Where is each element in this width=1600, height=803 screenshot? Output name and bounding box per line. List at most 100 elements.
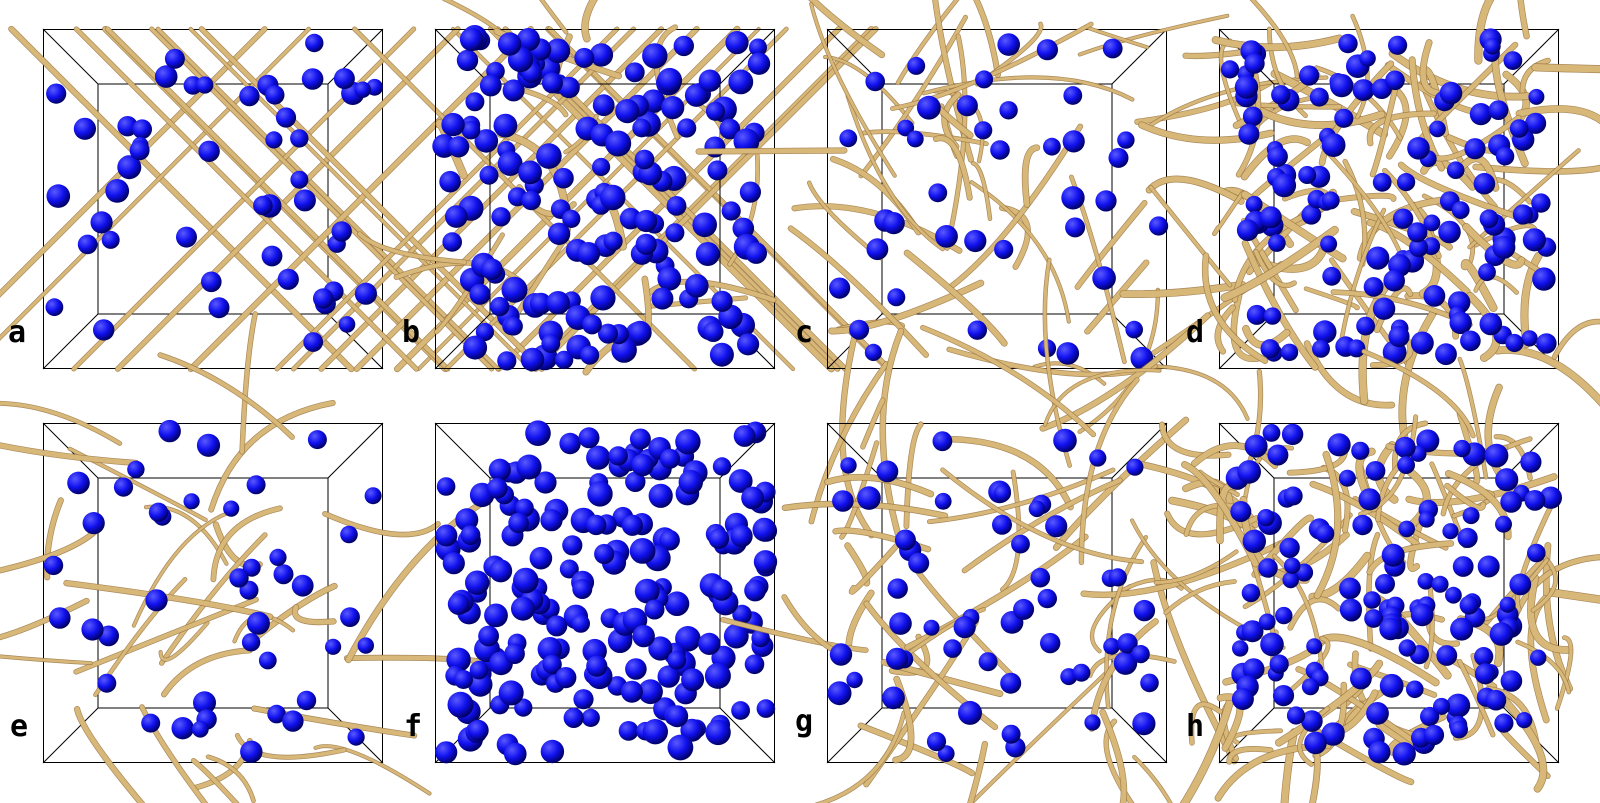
sphere	[1350, 667, 1372, 690]
sphere	[493, 113, 518, 138]
sphere	[1423, 724, 1445, 746]
filament	[1215, 305, 1236, 354]
sphere	[364, 487, 382, 505]
sphere	[598, 323, 618, 344]
sphere	[975, 70, 994, 89]
sphere	[267, 704, 286, 724]
sphere	[992, 514, 1012, 535]
filament	[1318, 634, 1439, 686]
panel-b-render	[357, 0, 777, 376]
filament	[539, 0, 568, 34]
sphere	[731, 701, 750, 720]
sphere	[675, 429, 701, 455]
sphere	[1417, 573, 1435, 590]
sphere	[657, 67, 683, 93]
sphere	[67, 471, 90, 495]
filament	[1022, 145, 1040, 208]
sphere	[459, 27, 484, 52]
outer-frame	[435, 29, 775, 369]
sphere	[586, 655, 608, 677]
box-edge	[1111, 28, 1168, 85]
sphere	[1236, 219, 1259, 242]
filament	[188, 26, 534, 372]
sphere	[534, 471, 557, 494]
sphere	[685, 274, 709, 298]
box-edge	[719, 707, 776, 764]
sphere	[1259, 206, 1282, 229]
filament	[846, 590, 874, 647]
sphere	[101, 230, 120, 249]
sphere	[164, 48, 185, 69]
sphere	[684, 83, 708, 107]
sphere	[1435, 343, 1457, 366]
sphere	[1117, 131, 1135, 149]
sphere	[666, 196, 687, 216]
filament	[1516, 105, 1600, 124]
sphere	[1479, 209, 1499, 229]
sphere	[1388, 35, 1408, 55]
sphere	[635, 233, 657, 255]
sphere	[751, 628, 770, 648]
filament	[1100, 709, 1127, 803]
filament	[8, 26, 354, 372]
sphere	[1522, 228, 1546, 252]
sphere	[447, 691, 474, 718]
sphere	[1439, 81, 1463, 105]
panel-label-g: g	[795, 704, 814, 739]
box-edge	[1218, 313, 1275, 370]
sphere	[554, 350, 574, 370]
sphere	[1000, 672, 1022, 694]
sphere	[1011, 534, 1030, 554]
sphere	[728, 469, 753, 493]
filament	[860, 398, 885, 449]
sphere	[857, 486, 881, 510]
sphere	[1269, 654, 1289, 674]
filament	[962, 478, 1123, 573]
sphere	[586, 514, 607, 536]
sphere	[866, 238, 889, 261]
sphere	[296, 690, 317, 711]
filament	[1253, 249, 1297, 288]
sphere	[594, 543, 615, 565]
sphere	[733, 128, 760, 155]
sphere	[484, 603, 508, 628]
sphere	[928, 183, 948, 203]
box-edge	[434, 313, 491, 370]
sphere	[592, 157, 611, 177]
sphere	[1258, 558, 1278, 578]
sphere	[242, 558, 261, 577]
filament	[1370, 86, 1398, 177]
sphere	[978, 652, 998, 672]
sphere	[1495, 515, 1512, 533]
filament	[1552, 319, 1600, 360]
box-edge	[42, 707, 99, 764]
sphere	[223, 500, 240, 517]
sphere	[1509, 119, 1529, 138]
sphere	[1263, 307, 1282, 325]
sphere	[1429, 120, 1446, 138]
filament	[1075, 200, 1147, 290]
panel-h-render	[1158, 348, 1600, 803]
sphere	[923, 619, 940, 636]
filament	[292, 604, 336, 625]
outer-frame	[43, 29, 383, 369]
sphere	[1474, 647, 1494, 667]
filament	[1362, 349, 1476, 438]
sphere	[559, 559, 579, 579]
sphere	[894, 529, 916, 551]
filament	[322, 511, 441, 537]
filament	[1272, 554, 1325, 675]
sphere	[698, 69, 722, 92]
sphere	[728, 69, 754, 95]
sphere	[673, 35, 694, 57]
sphere	[1531, 193, 1551, 213]
sphere	[541, 72, 563, 94]
filament	[846, 94, 945, 251]
sphere	[357, 637, 374, 654]
sphere	[275, 107, 297, 128]
filament	[933, 135, 973, 201]
sphere	[1460, 330, 1481, 352]
filament	[1441, 436, 1532, 516]
sphere	[529, 292, 552, 315]
sphere	[1281, 423, 1304, 446]
